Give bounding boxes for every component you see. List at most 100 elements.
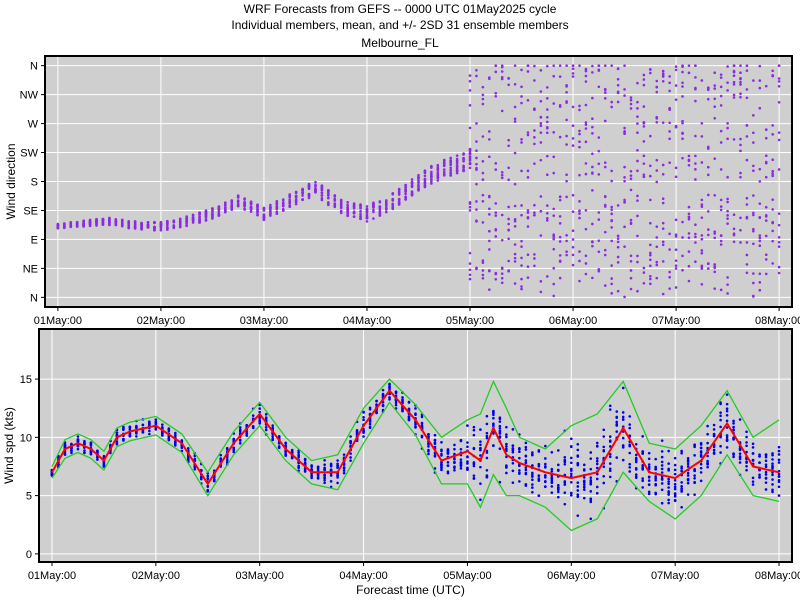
speed-point: [479, 465, 482, 469]
direction-point: [629, 102, 633, 106]
speed-point: [641, 466, 644, 470]
direction-point: [758, 216, 762, 219]
direction-point: [520, 68, 523, 72]
speed-point: [751, 442, 755, 446]
direction-point: [166, 223, 169, 227]
direction-point: [629, 188, 633, 192]
speed-point: [660, 471, 664, 474]
direction-point: [706, 267, 710, 270]
direction-point: [494, 272, 498, 276]
direction-point: [700, 121, 704, 125]
direction-point: [333, 195, 337, 198]
direction-point: [391, 192, 395, 195]
speed-time-tick-label: 05May:00: [443, 570, 491, 582]
direction-point: [719, 76, 723, 79]
speed-point: [524, 468, 528, 472]
direction-point: [603, 97, 607, 100]
direction-point: [520, 204, 523, 207]
speed-point: [725, 393, 729, 396]
speed-point: [725, 436, 729, 439]
speed-point: [550, 467, 554, 471]
speed-point: [576, 493, 580, 497]
speed-point: [764, 459, 768, 463]
speed-point: [680, 469, 683, 473]
direction-point: [172, 224, 176, 227]
speed-point: [673, 485, 677, 489]
direction-point: [713, 263, 717, 266]
speed-point: [141, 430, 145, 433]
direction-point: [385, 202, 388, 206]
direction-point: [494, 162, 498, 165]
direction-point: [758, 272, 762, 276]
speed-point: [758, 468, 761, 472]
direction-point: [739, 71, 742, 75]
direction-point: [462, 152, 465, 155]
speed-point: [589, 500, 593, 504]
speed-point: [621, 446, 625, 449]
direction-point: [655, 225, 659, 228]
speed-point: [485, 449, 489, 453]
direction-point: [507, 178, 510, 182]
speed-point: [531, 451, 534, 454]
speed-point: [96, 458, 99, 461]
direction-point: [513, 224, 517, 228]
direction-point: [468, 161, 472, 165]
speed-point: [329, 480, 333, 483]
direction-point: [674, 98, 678, 101]
direction-point: [636, 122, 639, 125]
speed-point: [161, 432, 164, 435]
direction-point: [488, 229, 491, 233]
direction-point: [771, 174, 774, 178]
speed-point: [225, 446, 229, 450]
speed-point: [608, 440, 612, 443]
speed-point: [310, 474, 313, 477]
direction-point: [584, 67, 588, 71]
direction-point: [764, 234, 768, 238]
direction-point: [269, 212, 272, 215]
direction-point: [616, 83, 620, 87]
direction-point: [545, 120, 549, 124]
direction-point: [771, 124, 774, 127]
direction-point: [603, 161, 607, 164]
direction-point: [346, 214, 349, 218]
speed-point: [518, 471, 521, 475]
direction-point: [159, 226, 163, 230]
direction-point: [674, 166, 678, 170]
speed-point: [660, 450, 664, 453]
speed-point: [453, 468, 456, 472]
direction-point: [481, 159, 485, 163]
direction-point: [545, 217, 549, 220]
direction-point: [597, 64, 601, 67]
speed-point: [427, 452, 430, 456]
direction-point: [623, 126, 626, 130]
direction-point: [758, 86, 762, 90]
speed-point: [634, 442, 638, 446]
direction-point: [352, 206, 356, 210]
direction-point: [777, 236, 781, 239]
direction-point: [681, 156, 684, 160]
direction-point: [468, 209, 472, 212]
direction-point: [378, 207, 382, 211]
direction-point: [449, 159, 452, 163]
speed-point: [193, 467, 197, 471]
direction-point: [739, 92, 742, 96]
speed-point: [323, 473, 326, 477]
direction-point: [565, 195, 568, 199]
direction-point: [153, 226, 156, 230]
speed-point: [537, 494, 541, 497]
direction-point: [752, 229, 755, 233]
speed-point: [608, 467, 612, 471]
speed-point: [673, 482, 677, 486]
speed-point: [407, 401, 411, 404]
direction-point: [526, 276, 530, 279]
direction-point: [661, 227, 665, 230]
direction-point: [146, 223, 150, 227]
speed-point: [576, 448, 580, 452]
direction-point: [481, 171, 485, 175]
speed-point: [284, 454, 287, 457]
speed-point: [498, 447, 502, 451]
direction-point: [719, 104, 723, 107]
direction-point: [82, 222, 85, 225]
direction-point: [603, 165, 607, 169]
direction-point: [288, 205, 292, 208]
